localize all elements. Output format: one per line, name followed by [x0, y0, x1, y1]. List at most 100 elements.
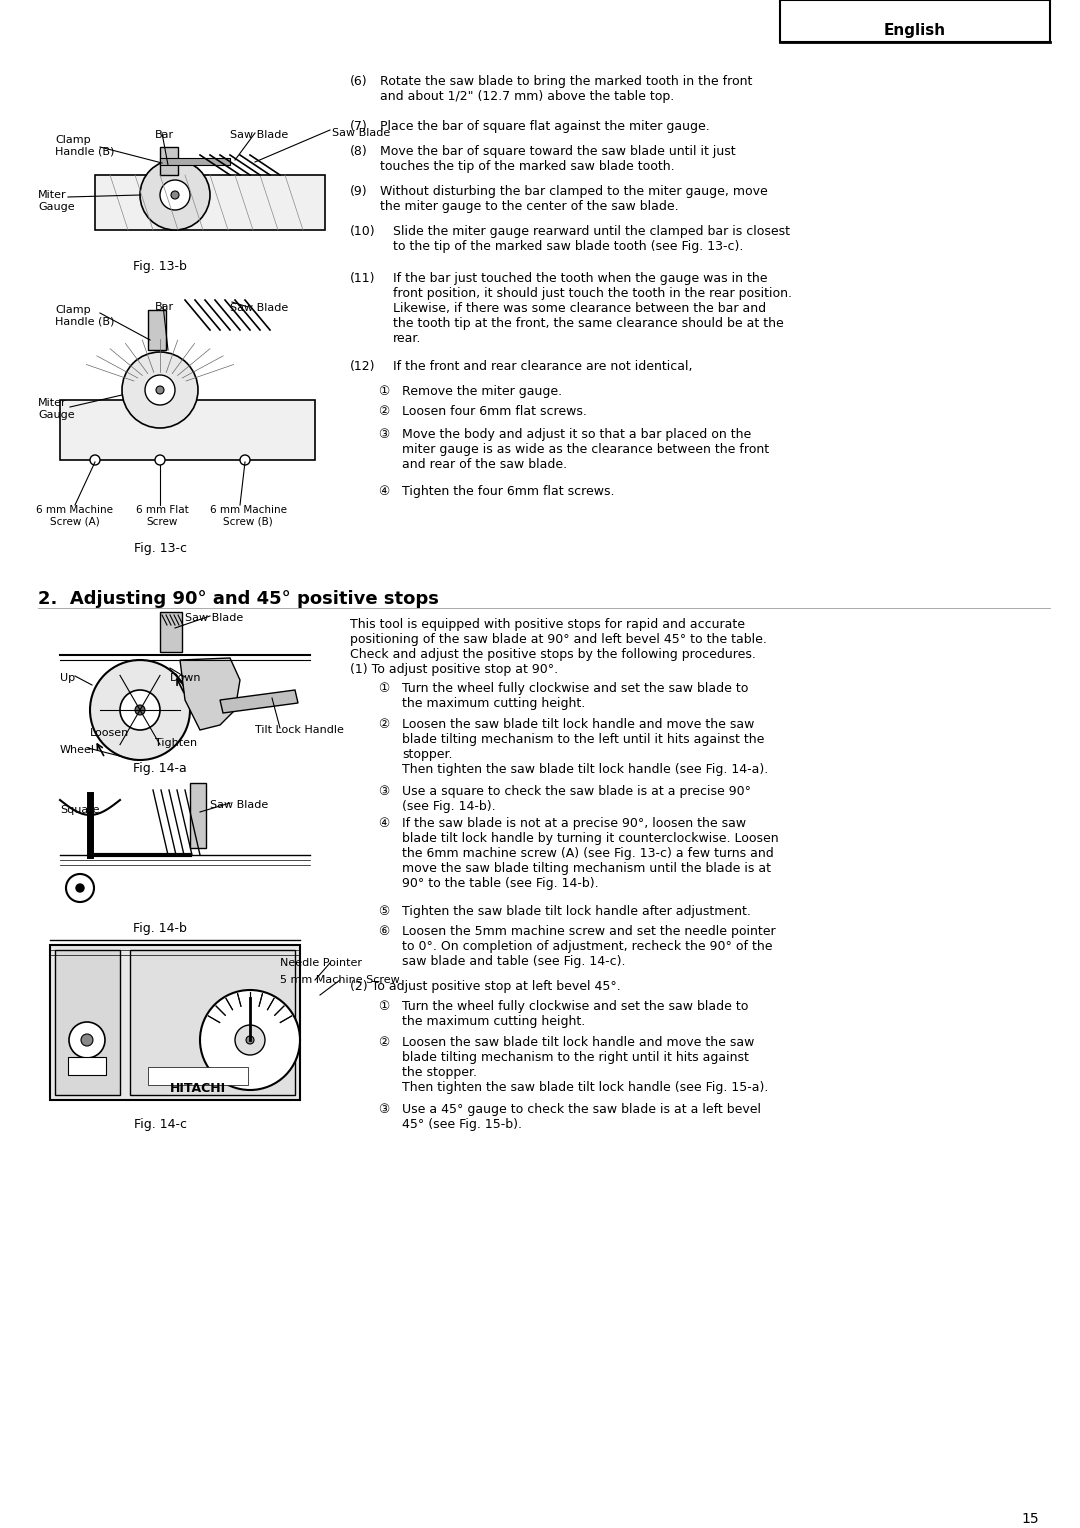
- Circle shape: [145, 374, 175, 405]
- Bar: [95, 176, 325, 231]
- Circle shape: [235, 1025, 265, 1054]
- Text: Tighten: Tighten: [156, 738, 198, 749]
- Text: English: English: [883, 23, 946, 38]
- Bar: [60, 400, 315, 460]
- Bar: [50, 944, 300, 1100]
- Text: Use a 45° gauge to check the saw blade is at a left bevel
45° (see Fig. 15-b).: Use a 45° gauge to check the saw blade i…: [402, 1103, 761, 1131]
- Text: (2) To adjust positive stop at left bevel 45°.: (2) To adjust positive stop at left beve…: [350, 979, 621, 993]
- Text: (10): (10): [350, 225, 376, 238]
- Text: ④: ④: [378, 484, 389, 498]
- Text: Loosen the saw blade tilt lock handle and move the saw
blade tilting mechanism t: Loosen the saw blade tilt lock handle an…: [402, 1036, 768, 1094]
- Text: Bar: Bar: [156, 303, 174, 312]
- Text: Loosen the 5mm machine screw and set the needle pointer
to 0°. On completion of : Loosen the 5mm machine screw and set the…: [402, 924, 775, 969]
- Text: Down: Down: [170, 672, 202, 683]
- Bar: [160, 613, 183, 652]
- Text: (11): (11): [350, 272, 376, 286]
- Text: Saw Blade: Saw Blade: [210, 801, 268, 810]
- Text: Tighten the saw blade tilt lock handle after adjustment.: Tighten the saw blade tilt lock handle a…: [402, 905, 751, 918]
- Text: (7): (7): [350, 121, 368, 133]
- Text: ②: ②: [378, 1036, 389, 1050]
- Text: Miter
Gauge: Miter Gauge: [38, 189, 75, 211]
- Circle shape: [120, 691, 160, 730]
- Text: Turn the wheel fully clockwise and set the saw blade to
the maximum cutting heig: Turn the wheel fully clockwise and set t…: [402, 999, 748, 1028]
- Text: Place the bar of square flat against the miter gauge.: Place the bar of square flat against the…: [380, 121, 710, 133]
- Text: ②: ②: [378, 718, 389, 730]
- Text: Needle Pointer: Needle Pointer: [280, 958, 362, 969]
- Text: 6 mm Machine
Screw (B): 6 mm Machine Screw (B): [210, 504, 286, 527]
- Text: 6 mm Flat
Screw: 6 mm Flat Screw: [136, 504, 188, 527]
- Text: Move the bar of square toward the saw blade until it just
touches the tip of the: Move the bar of square toward the saw bl…: [380, 145, 735, 173]
- Text: Fig. 14-a: Fig. 14-a: [133, 762, 187, 775]
- Bar: [160, 147, 178, 176]
- Text: 2.  Adjusting 90° and 45° positive stops: 2. Adjusting 90° and 45° positive stops: [38, 590, 438, 608]
- Text: Turn the wheel fully clockwise and set the saw blade to
the maximum cutting heig: Turn the wheel fully clockwise and set t…: [402, 681, 748, 711]
- Text: Loosen four 6mm flat screws.: Loosen four 6mm flat screws.: [402, 405, 586, 419]
- Text: ①: ①: [378, 385, 389, 397]
- Text: ③: ③: [378, 785, 389, 798]
- Circle shape: [90, 455, 100, 465]
- Text: If the saw blade is not at a precise 90°, loosen the saw
blade tilt lock handle : If the saw blade is not at a precise 90°…: [402, 817, 779, 889]
- Text: Saw Blade: Saw Blade: [230, 130, 288, 141]
- Text: Wheel: Wheel: [60, 746, 95, 755]
- Text: ③: ③: [378, 428, 389, 442]
- Text: If the front and rear clearance are not identical,: If the front and rear clearance are not …: [393, 361, 692, 373]
- Circle shape: [240, 455, 249, 465]
- Text: Loosen: Loosen: [90, 727, 130, 738]
- Text: Miter
Gauge: Miter Gauge: [38, 397, 75, 420]
- Bar: [68, 1057, 106, 1076]
- Text: (9): (9): [350, 185, 367, 199]
- Text: (12): (12): [350, 361, 376, 373]
- Text: Saw Blade: Saw Blade: [230, 303, 288, 313]
- Text: This tool is equipped with positive stops for rapid and accurate
positioning of : This tool is equipped with positive stop…: [350, 617, 767, 662]
- Text: Saw Blade: Saw Blade: [185, 613, 243, 623]
- Circle shape: [156, 455, 165, 465]
- Text: Loosen the saw blade tilt lock handle and move the saw
blade tilting mechanism t: Loosen the saw blade tilt lock handle an…: [402, 718, 768, 776]
- Text: Square: Square: [60, 805, 99, 814]
- Circle shape: [135, 704, 145, 715]
- Text: ①: ①: [378, 999, 389, 1013]
- Text: ④: ④: [378, 817, 389, 830]
- Circle shape: [171, 191, 179, 199]
- Bar: [148, 1067, 248, 1085]
- Bar: [55, 950, 120, 1096]
- Polygon shape: [180, 659, 240, 730]
- Text: Fig. 13-c: Fig. 13-c: [134, 542, 187, 555]
- Text: Rotate the saw blade to bring the marked tooth in the front
and about 1/2" (12.7: Rotate the saw blade to bring the marked…: [380, 75, 753, 102]
- Text: 6 mm Machine
Screw (A): 6 mm Machine Screw (A): [37, 504, 113, 527]
- Text: Saw Blade: Saw Blade: [332, 128, 390, 138]
- Bar: [148, 310, 166, 350]
- Text: Use a square to check the saw blade is at a precise 90°
(see Fig. 14-b).: Use a square to check the saw blade is a…: [402, 785, 751, 813]
- Circle shape: [76, 885, 84, 892]
- Polygon shape: [220, 691, 298, 714]
- Bar: [780, 0, 1050, 41]
- Text: Bar: Bar: [156, 130, 174, 141]
- Text: Up: Up: [60, 672, 76, 683]
- Circle shape: [66, 874, 94, 902]
- Bar: [130, 950, 295, 1096]
- Text: Clamp
Handle (B): Clamp Handle (B): [55, 306, 114, 327]
- Text: ①: ①: [378, 681, 389, 695]
- Text: Remove the miter gauge.: Remove the miter gauge.: [402, 385, 562, 397]
- Text: Fig. 14-b: Fig. 14-b: [133, 921, 187, 935]
- Circle shape: [140, 160, 210, 231]
- Circle shape: [122, 351, 198, 428]
- Text: ②: ②: [378, 405, 389, 419]
- Circle shape: [69, 1022, 105, 1057]
- Circle shape: [156, 387, 164, 394]
- Text: Tilt Lock Handle: Tilt Lock Handle: [255, 724, 343, 735]
- Circle shape: [246, 1036, 254, 1044]
- Text: Tighten the four 6mm flat screws.: Tighten the four 6mm flat screws.: [402, 484, 615, 498]
- Text: If the bar just touched the tooth when the gauge was in the
front position, it s: If the bar just touched the tooth when t…: [393, 272, 792, 345]
- Text: Clamp
Handle (B): Clamp Handle (B): [55, 134, 114, 156]
- Text: 15: 15: [1022, 1513, 1039, 1526]
- Text: HITACHI: HITACHI: [170, 1082, 226, 1096]
- Text: 5 mm Machine Screw: 5 mm Machine Screw: [280, 975, 400, 986]
- Text: (6): (6): [350, 75, 367, 89]
- Bar: [190, 782, 206, 848]
- Circle shape: [90, 660, 190, 759]
- Circle shape: [160, 180, 190, 209]
- Circle shape: [81, 1034, 93, 1047]
- Text: ⑥: ⑥: [378, 924, 389, 938]
- Text: ③: ③: [378, 1103, 389, 1115]
- Text: Without disturbing the bar clamped to the miter gauge, move
the miter gauge to t: Without disturbing the bar clamped to th…: [380, 185, 768, 212]
